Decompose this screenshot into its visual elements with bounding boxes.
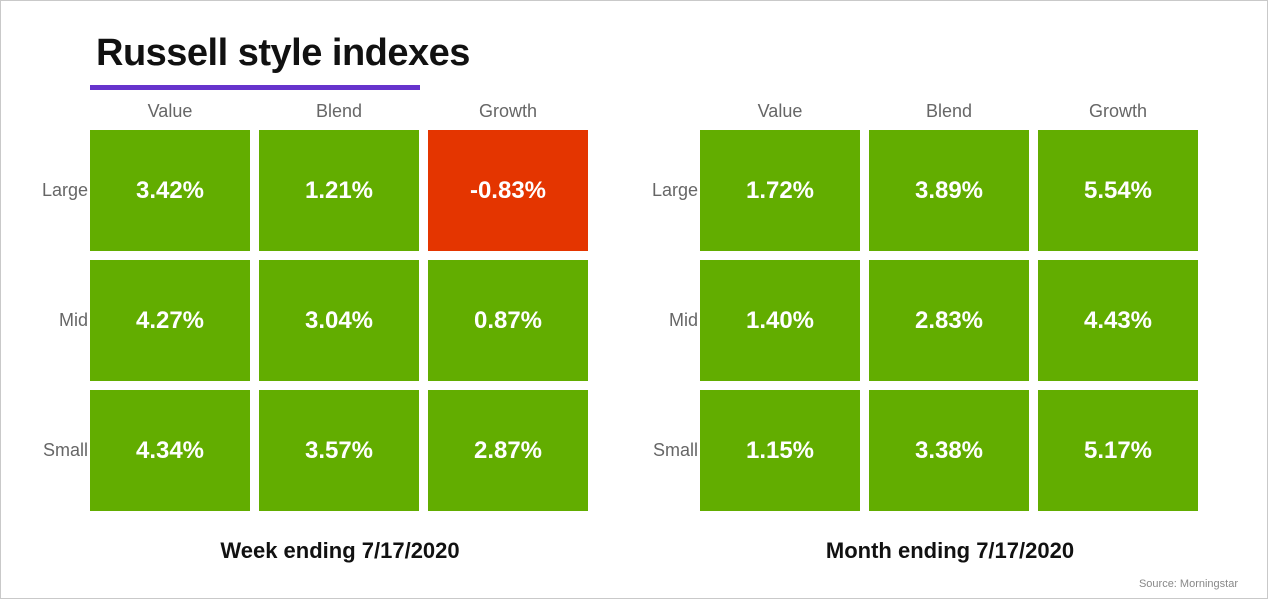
cell-large-growth: -0.83% <box>428 130 588 251</box>
row-label-small: Small <box>652 439 698 460</box>
column-label-growth: Growth <box>1088 101 1148 121</box>
panel-week: Value Blend Growth Large Mid Small 3.42% 1.21% -… <box>0 0 600 599</box>
cell-small-value: 1.15% <box>700 390 860 511</box>
column-label-growth: Growth <box>478 101 538 121</box>
row-label-mid: Mid <box>58 309 88 330</box>
cell-small-blend: 3.57% <box>259 390 419 511</box>
column-label-blend: Blend <box>315 101 363 121</box>
row-label-large: Large <box>651 179 698 200</box>
cell-mid-value: 1.40% <box>700 260 860 381</box>
cell-mid-value: 4.27% <box>90 260 250 381</box>
chart-title: Russell style indexes <box>96 32 470 74</box>
column-label-value: Value <box>757 101 803 121</box>
title-underline <box>90 85 420 90</box>
cell-small-blend: 3.38% <box>869 390 1029 511</box>
cell-large-growth: 5.54% <box>1038 130 1198 251</box>
row-label-mid: Mid <box>668 309 698 330</box>
panel-caption: Month ending 7/17/2020 <box>825 538 1075 563</box>
cell-mid-growth: 0.87% <box>428 260 588 381</box>
cell-large-value: 3.42% <box>90 130 250 251</box>
cell-mid-blend: 3.04% <box>259 260 419 381</box>
panel-caption: Week ending 7/17/2020 <box>220 538 460 563</box>
column-label-blend: Blend <box>925 101 973 121</box>
cell-small-value: 4.34% <box>90 390 250 511</box>
cell-large-blend: 3.89% <box>869 130 1029 251</box>
cell-small-growth: 5.17% <box>1038 390 1198 511</box>
column-label-value: Value <box>147 101 193 121</box>
source-note: Source: Morningstar <box>1138 578 1238 590</box>
cell-mid-blend: 2.83% <box>869 260 1029 381</box>
cell-large-value: 1.72% <box>700 130 860 251</box>
panel-month: Value Blend Growth Large Mid Small 1.72% 3.89% 5… <box>610 0 1210 599</box>
cell-small-growth: 2.87% <box>428 390 588 511</box>
cell-mid-growth: 4.43% <box>1038 260 1198 381</box>
row-label-large: Large <box>41 179 88 200</box>
row-label-small: Small <box>42 439 88 460</box>
cell-large-blend: 1.21% <box>259 130 419 251</box>
